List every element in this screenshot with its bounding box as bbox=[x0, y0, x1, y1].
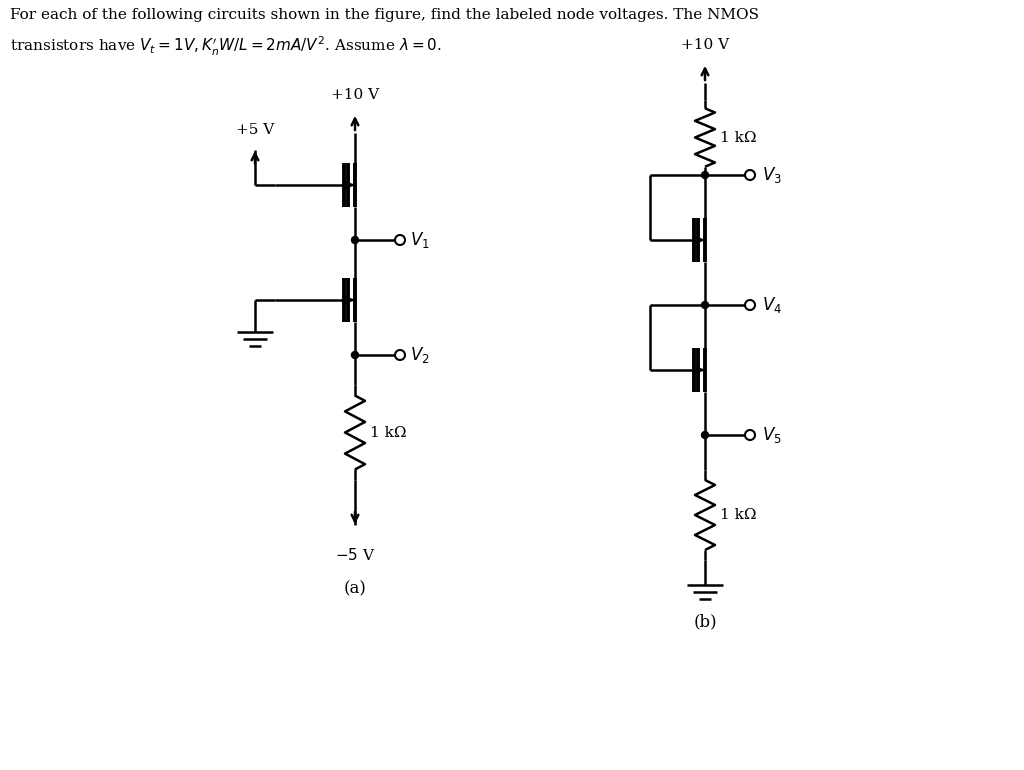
Text: For each of the following circuits shown in the figure, find the labeled node vo: For each of the following circuits shown… bbox=[10, 8, 759, 22]
Text: +10 V: +10 V bbox=[331, 88, 379, 102]
Circle shape bbox=[351, 351, 358, 359]
Text: $V_3$: $V_3$ bbox=[762, 165, 782, 185]
Circle shape bbox=[701, 302, 709, 309]
Text: $V_1$: $V_1$ bbox=[410, 230, 430, 250]
Text: $-5$ V: $-5$ V bbox=[335, 547, 375, 563]
Text: +5 V: +5 V bbox=[236, 123, 274, 137]
Text: $V_5$: $V_5$ bbox=[762, 425, 781, 445]
Text: transistors have $V_t = 1V, K_n^{\prime}W/L = 2mA/V^2$. Assume $\lambda = 0$.: transistors have $V_t = 1V, K_n^{\prime}… bbox=[10, 35, 442, 59]
Circle shape bbox=[701, 431, 709, 438]
Text: 1 kΩ: 1 kΩ bbox=[720, 508, 757, 522]
Text: (b): (b) bbox=[693, 613, 717, 630]
Circle shape bbox=[701, 172, 709, 179]
Text: 1 kΩ: 1 kΩ bbox=[720, 130, 757, 145]
Text: $V_2$: $V_2$ bbox=[410, 345, 430, 365]
Circle shape bbox=[351, 236, 358, 243]
Text: 1 kΩ: 1 kΩ bbox=[370, 426, 407, 440]
Text: $V_4$: $V_4$ bbox=[762, 295, 782, 315]
Text: +10 V: +10 V bbox=[681, 38, 729, 52]
Text: (a): (a) bbox=[344, 580, 367, 597]
